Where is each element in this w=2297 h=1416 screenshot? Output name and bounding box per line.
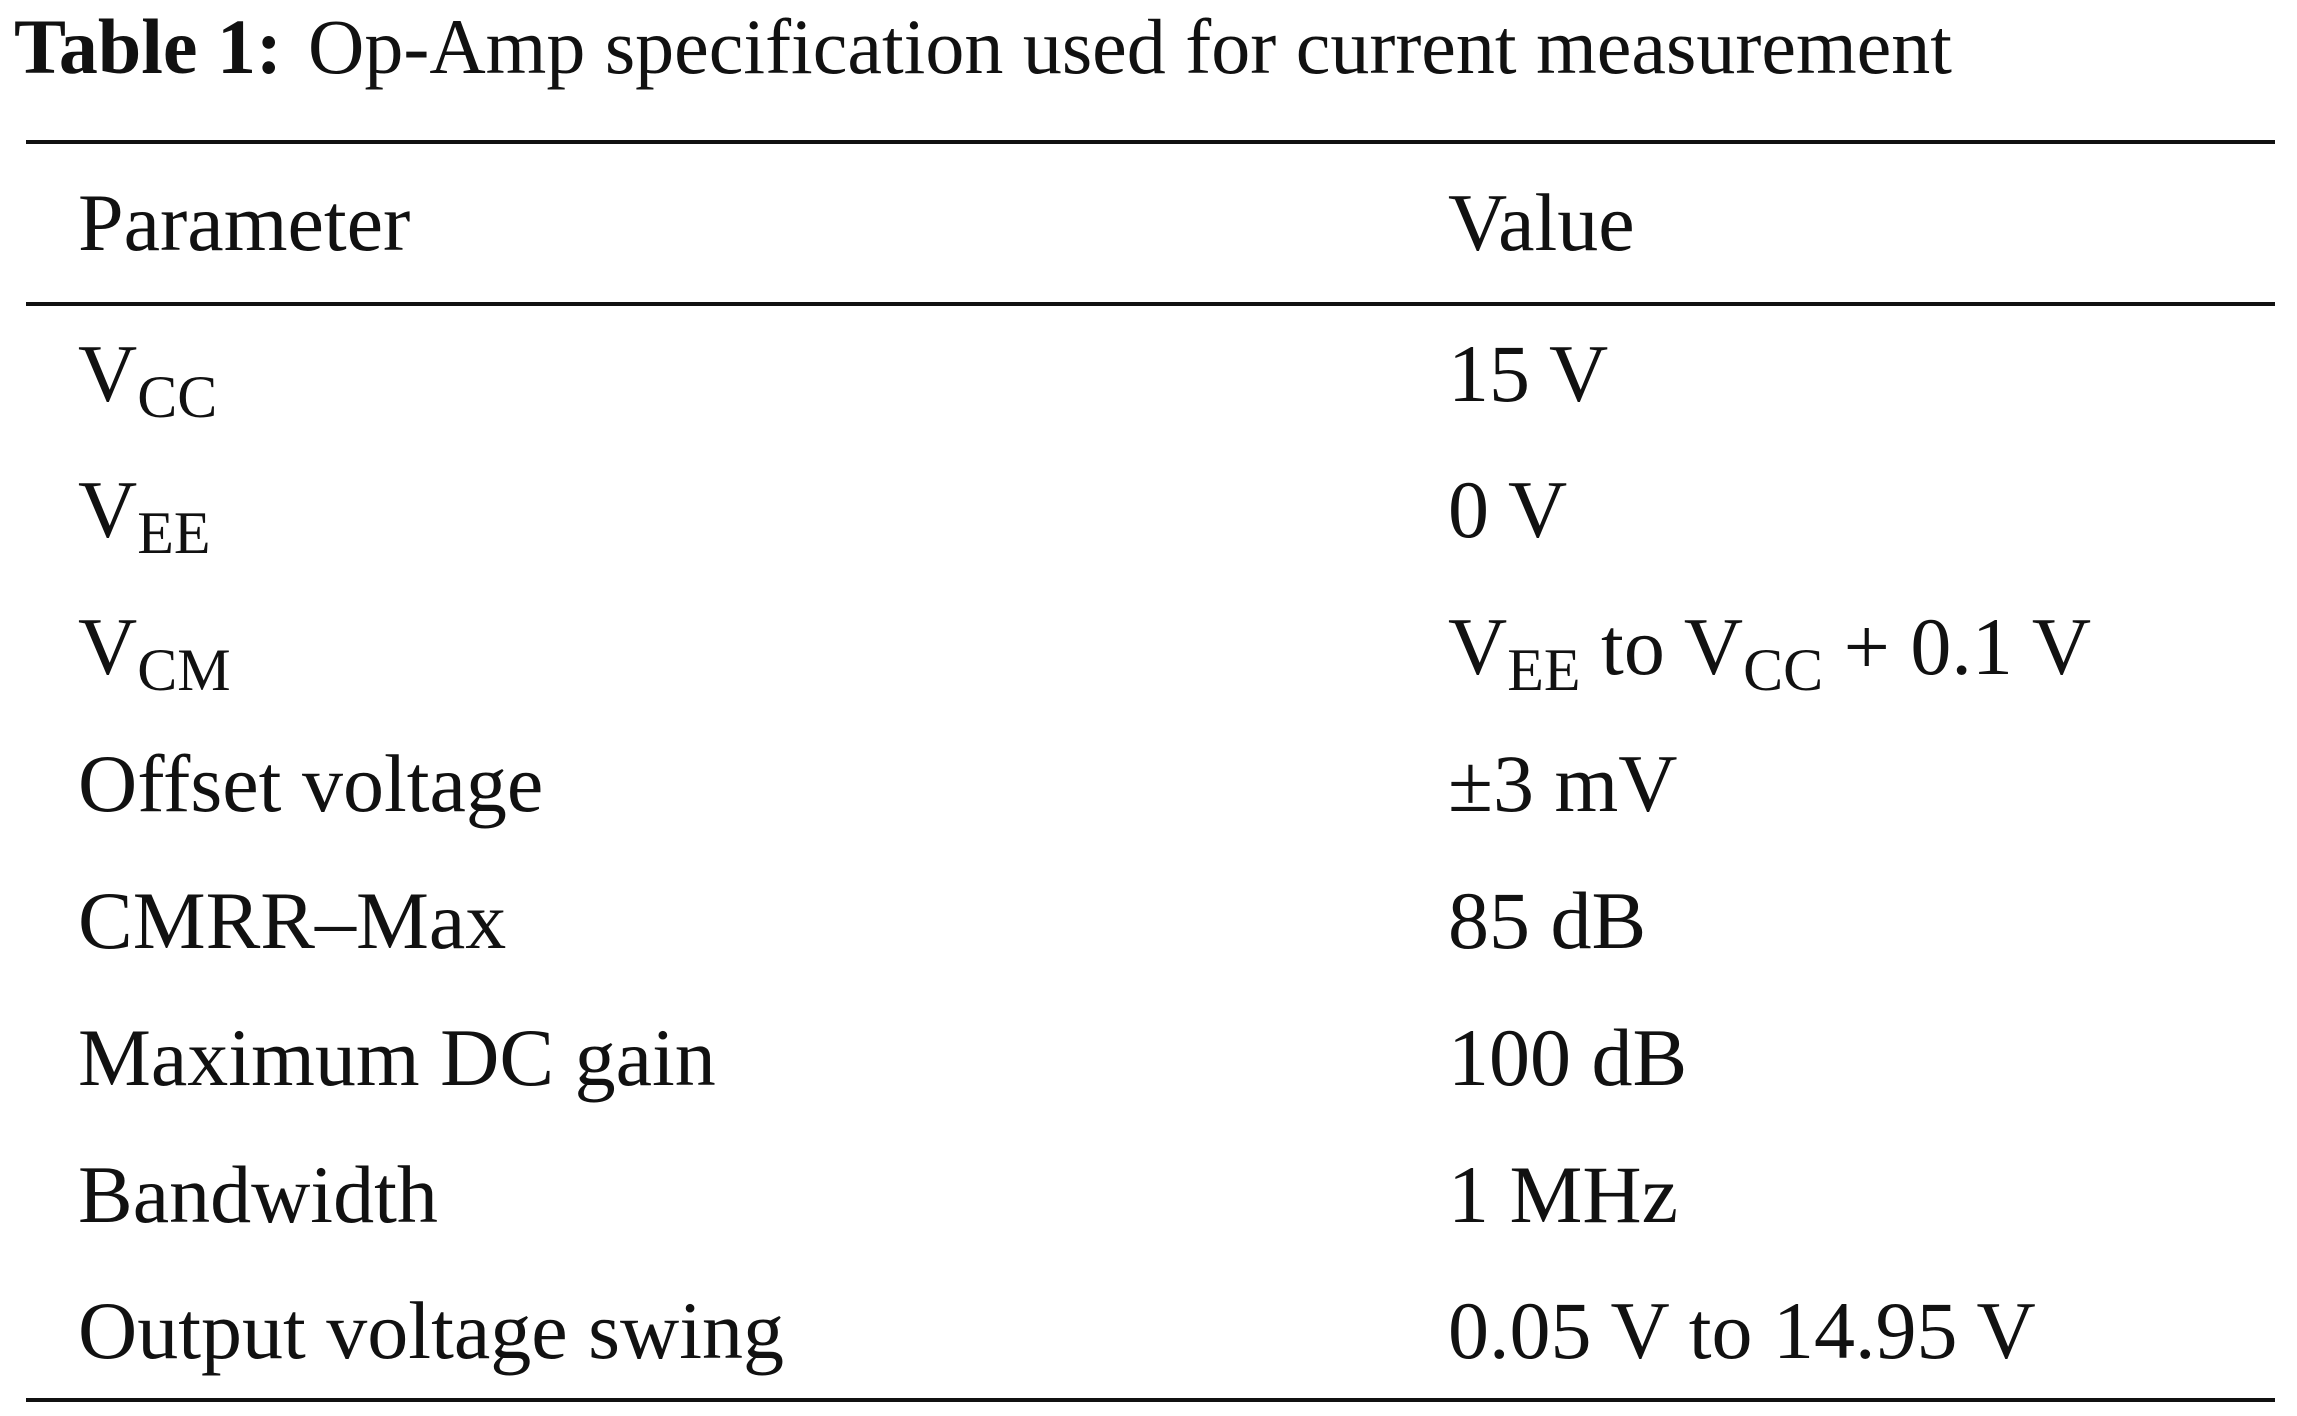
- cell: 1 MHz: [1448, 1148, 1679, 1240]
- cell: Bandwidth: [78, 1148, 438, 1240]
- caption-label: Table 1:: [14, 3, 283, 90]
- table-body: VCC 15 V VEE 0 V VCM VEE to VCC + 0.1 V Offset…: [26, 304, 2275, 1400]
- table-row: CMRR–Max 85 dB: [26, 852, 2275, 989]
- caption-text: Op-Amp specification used for current me…: [308, 3, 1952, 90]
- cell: VEE to VCC + 0.1 V: [1448, 578, 2275, 715]
- cell: 85 dB: [1448, 874, 1647, 966]
- subscript: CC: [137, 363, 218, 430]
- cell: Offset voltage: [78, 737, 544, 829]
- cell-text: to V: [1580, 600, 1744, 692]
- cell: VEE: [26, 441, 1448, 578]
- cell-text: V: [78, 463, 138, 555]
- table-row: VEE 0 V: [26, 441, 2275, 578]
- cell: VCC: [26, 304, 1448, 441]
- cell: 15 V: [1448, 327, 1609, 419]
- cell-text: V: [78, 327, 138, 419]
- cell: Parameter: [78, 177, 411, 268]
- cell: Output voltage swing: [78, 1284, 785, 1376]
- cell: Maximum DC gain: [78, 1011, 716, 1103]
- subscript: EE: [137, 499, 211, 566]
- table-row: VCC 15 V: [26, 304, 2275, 441]
- table-row: Offset voltage ±3 mV: [26, 715, 2275, 852]
- subscript: EE: [1507, 636, 1581, 703]
- cell: Value: [1448, 177, 1635, 268]
- cell: ±3 mV: [1448, 737, 1678, 829]
- spec-table: Parameter Value VCC 15 V VEE 0 V VCM VEE to VC…: [26, 140, 2275, 1402]
- subscript: CM: [137, 636, 231, 703]
- cell-text: V: [78, 600, 138, 692]
- header-row: Parameter Value: [26, 142, 2275, 304]
- cell: 0 V: [1448, 463, 1568, 555]
- subscript: CC: [1743, 636, 1824, 703]
- table-row: Bandwidth 1 MHz: [26, 1126, 2275, 1263]
- table-caption: Table 1: Op-Amp specification used for cu…: [14, 4, 1952, 90]
- table-row: Output voltage swing 0.05 V to 14.95 V: [26, 1263, 2275, 1400]
- cell-text: V: [1448, 600, 1508, 692]
- cell: CMRR–Max: [78, 874, 507, 966]
- table-row: Maximum DC gain 100 dB: [26, 989, 2275, 1126]
- cell: 100 dB: [1448, 1011, 1688, 1103]
- table-row: VCM VEE to VCC + 0.1 V: [26, 578, 2275, 715]
- table-header: Parameter Value: [26, 142, 2275, 304]
- cell-text: + 0.1 V: [1823, 600, 2092, 692]
- cell: VCM: [26, 578, 1448, 715]
- cell: 0.05 V to 14.95 V: [1448, 1284, 2036, 1376]
